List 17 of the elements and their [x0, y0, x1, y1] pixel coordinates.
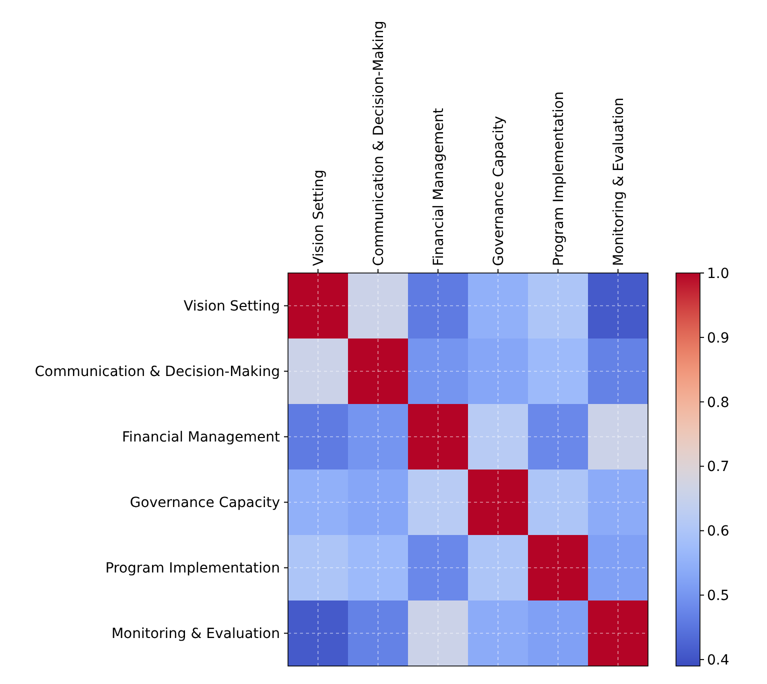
color-bar-label: 0.6: [707, 524, 730, 540]
x-tick-label: Financial Management: [431, 108, 447, 266]
x-tick-label: Governance Capacity: [491, 116, 507, 266]
color-bar-label: 0.4: [707, 652, 730, 668]
color-bar-label: 1.0: [707, 266, 730, 282]
color-bar-label: 0.8: [707, 394, 730, 411]
y-tick-label: Communication & Decision-Making: [34, 364, 280, 380]
x-tick-label: Monitoring & Evaluation: [611, 97, 627, 266]
color-bar-label: 0.5: [707, 588, 730, 604]
y-tick-label: Financial Management: [122, 430, 281, 446]
color-bar-label: 0.9: [707, 330, 730, 346]
y-tick-label: Program Implementation: [105, 560, 280, 577]
y-tick-label: Monitoring & Evaluation: [111, 626, 280, 642]
x-tick-label: Program Implementation: [551, 91, 567, 266]
y-tick-label: Vision Setting: [184, 298, 280, 315]
y-tick-label: Governance Capacity: [130, 495, 280, 512]
color-bar-label: 0.7: [707, 459, 730, 476]
